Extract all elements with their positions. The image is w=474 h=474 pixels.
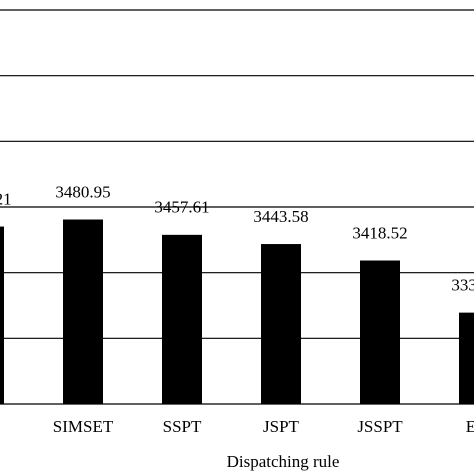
x-tick-label: JSPT xyxy=(263,417,300,436)
x-tick-label: SIMSET xyxy=(53,417,114,436)
value-label: 3480.95 xyxy=(55,182,110,201)
bar xyxy=(0,226,4,404)
bar xyxy=(459,312,474,404)
value-label: 3457.61 xyxy=(154,198,209,217)
x-tick-label: SSPT xyxy=(163,417,202,436)
value-label: 3339.14 xyxy=(451,276,474,295)
x-tick-label: JSSPT xyxy=(357,417,403,436)
bar xyxy=(360,260,400,404)
bar xyxy=(63,219,103,404)
value-label: 3443.58 xyxy=(253,207,308,226)
value-label: 3418.52 xyxy=(352,223,407,242)
bar xyxy=(261,244,301,404)
x-tick-label: EIT xyxy=(466,417,474,436)
bar xyxy=(162,234,202,404)
x-axis-title: Dispatching rule xyxy=(227,452,340,471)
value-label: 3470.21 xyxy=(0,189,12,208)
